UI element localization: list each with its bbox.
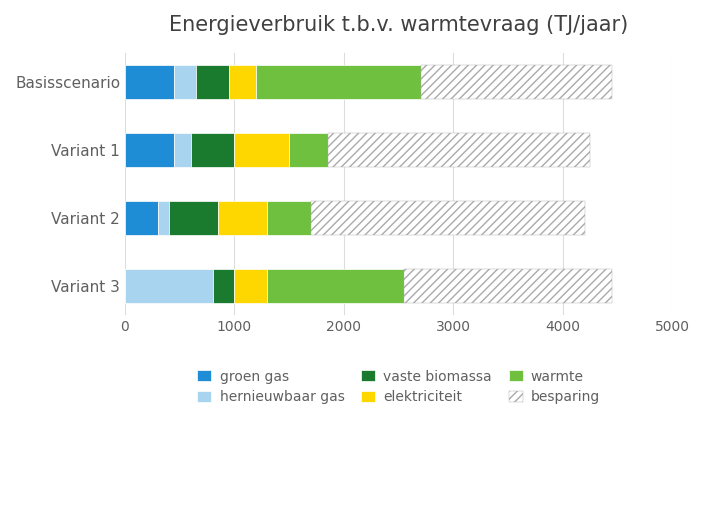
- Bar: [196, 65, 229, 99]
- Bar: [125, 201, 158, 235]
- Legend: groen gas, hernieuwbaar gas, vaste biomassa, elektriciteit, warmte, besparing: groen gas, hernieuwbaar gas, vaste bioma…: [192, 364, 606, 410]
- Title: Energieverbruik t.b.v. warmtevraag (TJ/jaar): Energieverbruik t.b.v. warmtevraag (TJ/j…: [169, 15, 628, 35]
- Bar: [328, 133, 590, 167]
- Bar: [267, 201, 311, 235]
- Bar: [125, 269, 213, 303]
- Bar: [229, 65, 257, 99]
- Bar: [235, 133, 289, 167]
- Bar: [257, 65, 421, 99]
- Bar: [267, 269, 404, 303]
- Bar: [168, 201, 218, 235]
- Bar: [174, 65, 196, 99]
- Bar: [404, 269, 612, 303]
- Bar: [235, 269, 267, 303]
- Bar: [213, 269, 235, 303]
- Bar: [174, 133, 190, 167]
- Bar: [218, 201, 267, 235]
- Bar: [421, 65, 612, 99]
- Bar: [158, 201, 168, 235]
- Bar: [125, 65, 174, 99]
- Bar: [190, 133, 235, 167]
- Bar: [311, 201, 585, 235]
- Bar: [125, 133, 174, 167]
- Bar: [289, 133, 328, 167]
